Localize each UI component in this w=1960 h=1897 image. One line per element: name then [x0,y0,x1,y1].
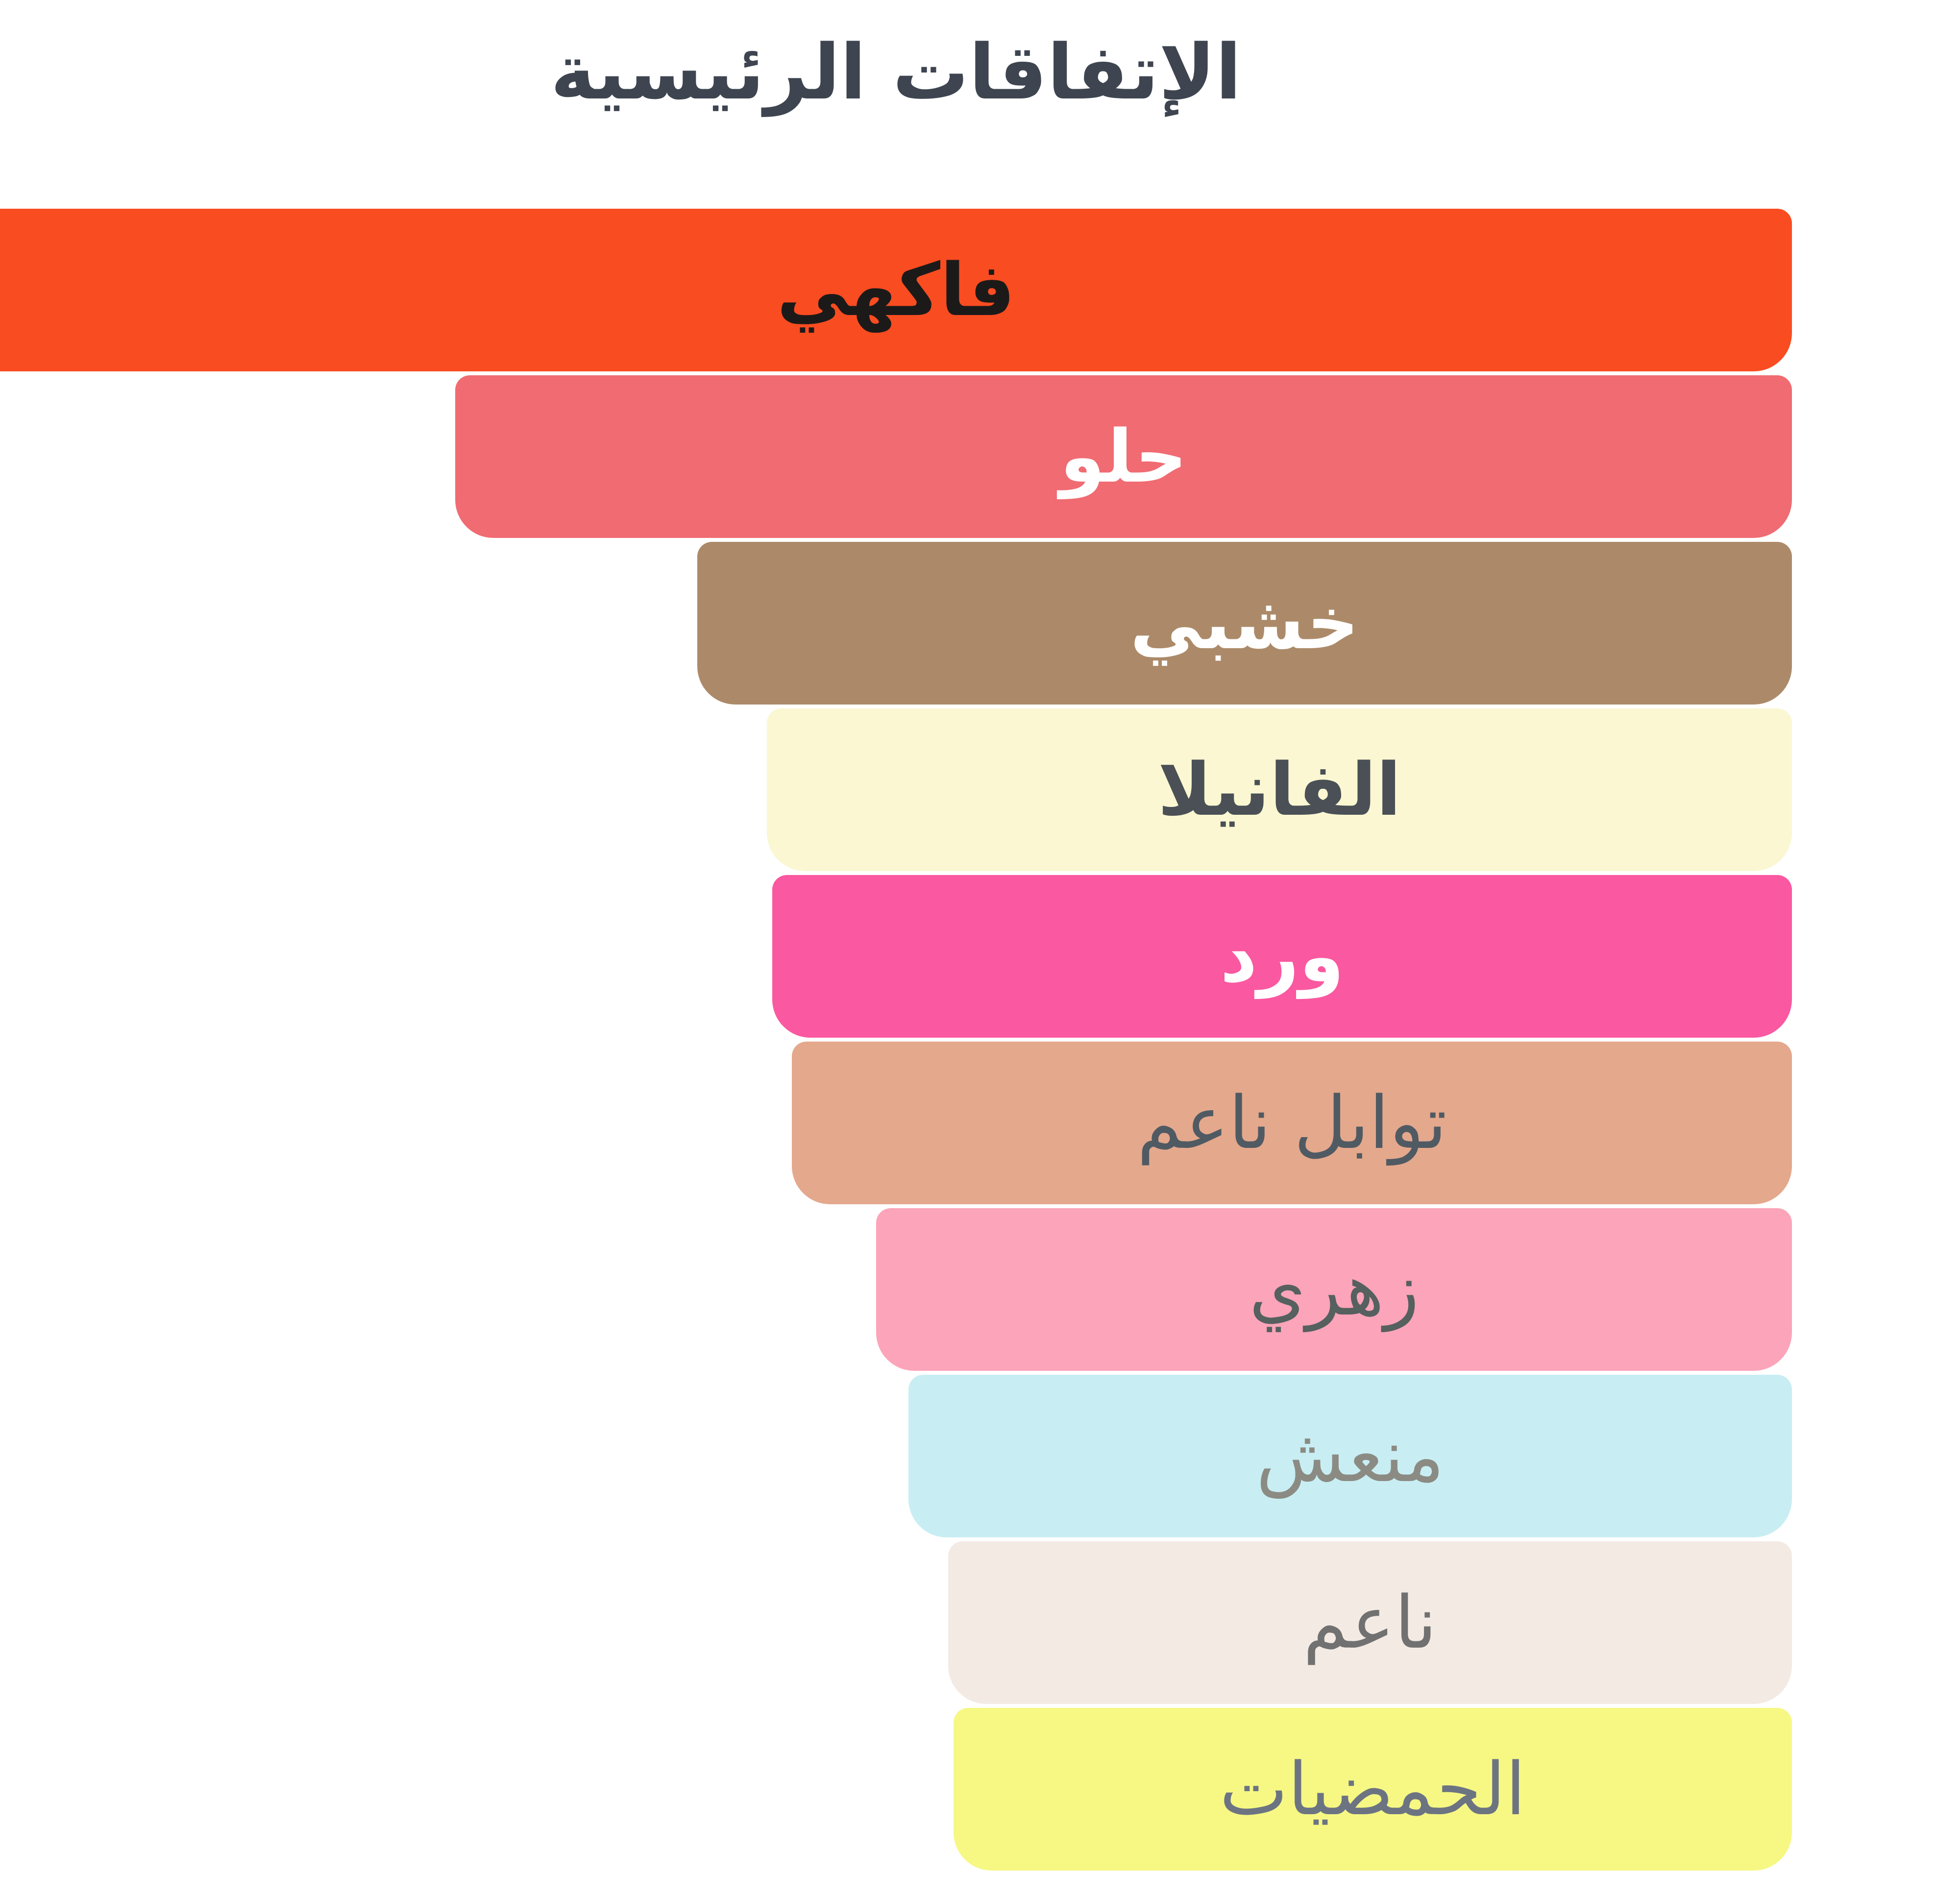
chart-title: الإتفاقات الرئيسية [550,28,1242,117]
accord-label: خشبي [1130,581,1359,665]
main-accords-chart: الإتفاقات الرئيسية فاكهي حلو خشبي الفانيلا و… [0,28,1792,1874]
accord-label: الفانيلا [1157,748,1401,832]
accord-bar-4: الفانيلا [767,708,1792,871]
accord-label: زهري [1249,1247,1420,1332]
accord-bar-8: منعش [908,1375,1792,1537]
accord-label: ناعم [1303,1581,1437,1665]
accord-bar-9: ناعم [948,1541,1792,1704]
accord-bar-7: زهري [876,1208,1792,1371]
accord-bars: فاكهي حلو خشبي الفانيلا ورد توابل ناعم زهري منع… [0,209,1792,1874]
accord-bar-3: خشبي [697,542,1792,705]
accord-label: منعش [1256,1414,1445,1498]
accord-bar-6: توابل ناعم [792,1042,1792,1204]
accord-bar-10: الحمضيات [953,1708,1792,1871]
accord-label: توابل ناعم [1137,1081,1447,1165]
accord-label: ورد [1220,914,1345,998]
accord-label: حلو [1060,414,1187,499]
accord-label: الحمضيات [1219,1747,1526,1831]
accord-bar-2: حلو [455,375,1792,538]
accord-bar-5: ورد [772,875,1792,1038]
accord-bar-1: فاكهي [0,209,1792,371]
accord-label: فاكهي [777,248,1015,332]
